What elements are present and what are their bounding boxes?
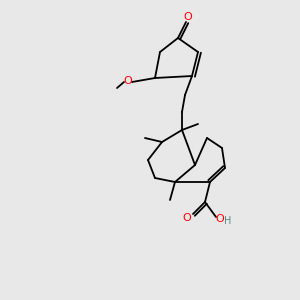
Text: O: O (124, 76, 132, 86)
Text: O: O (184, 12, 192, 22)
Text: H: H (224, 216, 232, 226)
Text: O: O (216, 214, 224, 224)
Text: O: O (183, 213, 191, 223)
